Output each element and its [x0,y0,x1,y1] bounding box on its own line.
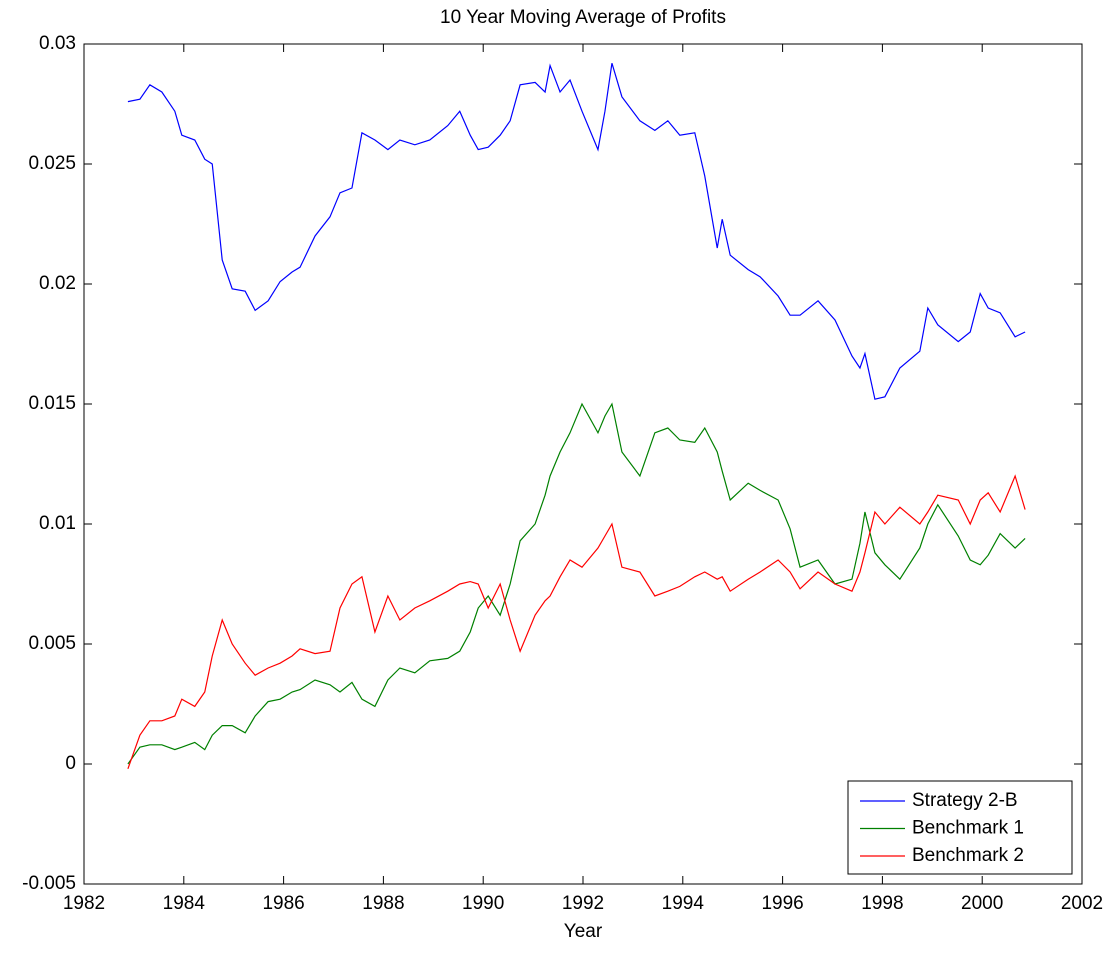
x-tick-label: 2002 [1061,893,1103,914]
legend-box [847,780,1073,875]
series-line [127,63,1026,400]
x-axis-label: Year [564,921,603,942]
plot-frame [83,43,1083,885]
x-tick-label: 1988 [362,893,404,914]
legend-label: Benchmark 2 [912,845,1024,866]
y-tick-label: 0.01 [39,513,76,534]
legend-label: Strategy 2-B [912,790,1018,811]
series-line [127,402,1026,765]
x-tick-label: 1996 [761,893,803,914]
y-tick-label: 0.005 [28,633,76,654]
y-tick-label: 0.015 [28,393,76,414]
y-tick-label: 0 [65,753,76,774]
x-tick-label: 1986 [262,893,304,914]
x-tick-label: 1982 [63,893,105,914]
chart-title: 10 Year Moving Average of Profits [440,7,726,28]
y-tick-label: 0.025 [28,153,76,174]
y-tick-label: 0.03 [39,33,76,54]
y-tick-label: -0.005 [22,873,76,894]
x-tick-label: 2000 [961,893,1003,914]
x-tick-label: 1994 [662,893,705,914]
x-tick-label: 1998 [861,893,903,914]
legend-label: Benchmark 1 [912,818,1024,839]
x-tick-label: 1984 [163,893,206,914]
x-tick-label: 1990 [462,893,504,914]
series-line [127,474,1026,770]
x-tick-label: 1992 [562,893,604,914]
y-tick-label: 0.02 [39,273,76,294]
